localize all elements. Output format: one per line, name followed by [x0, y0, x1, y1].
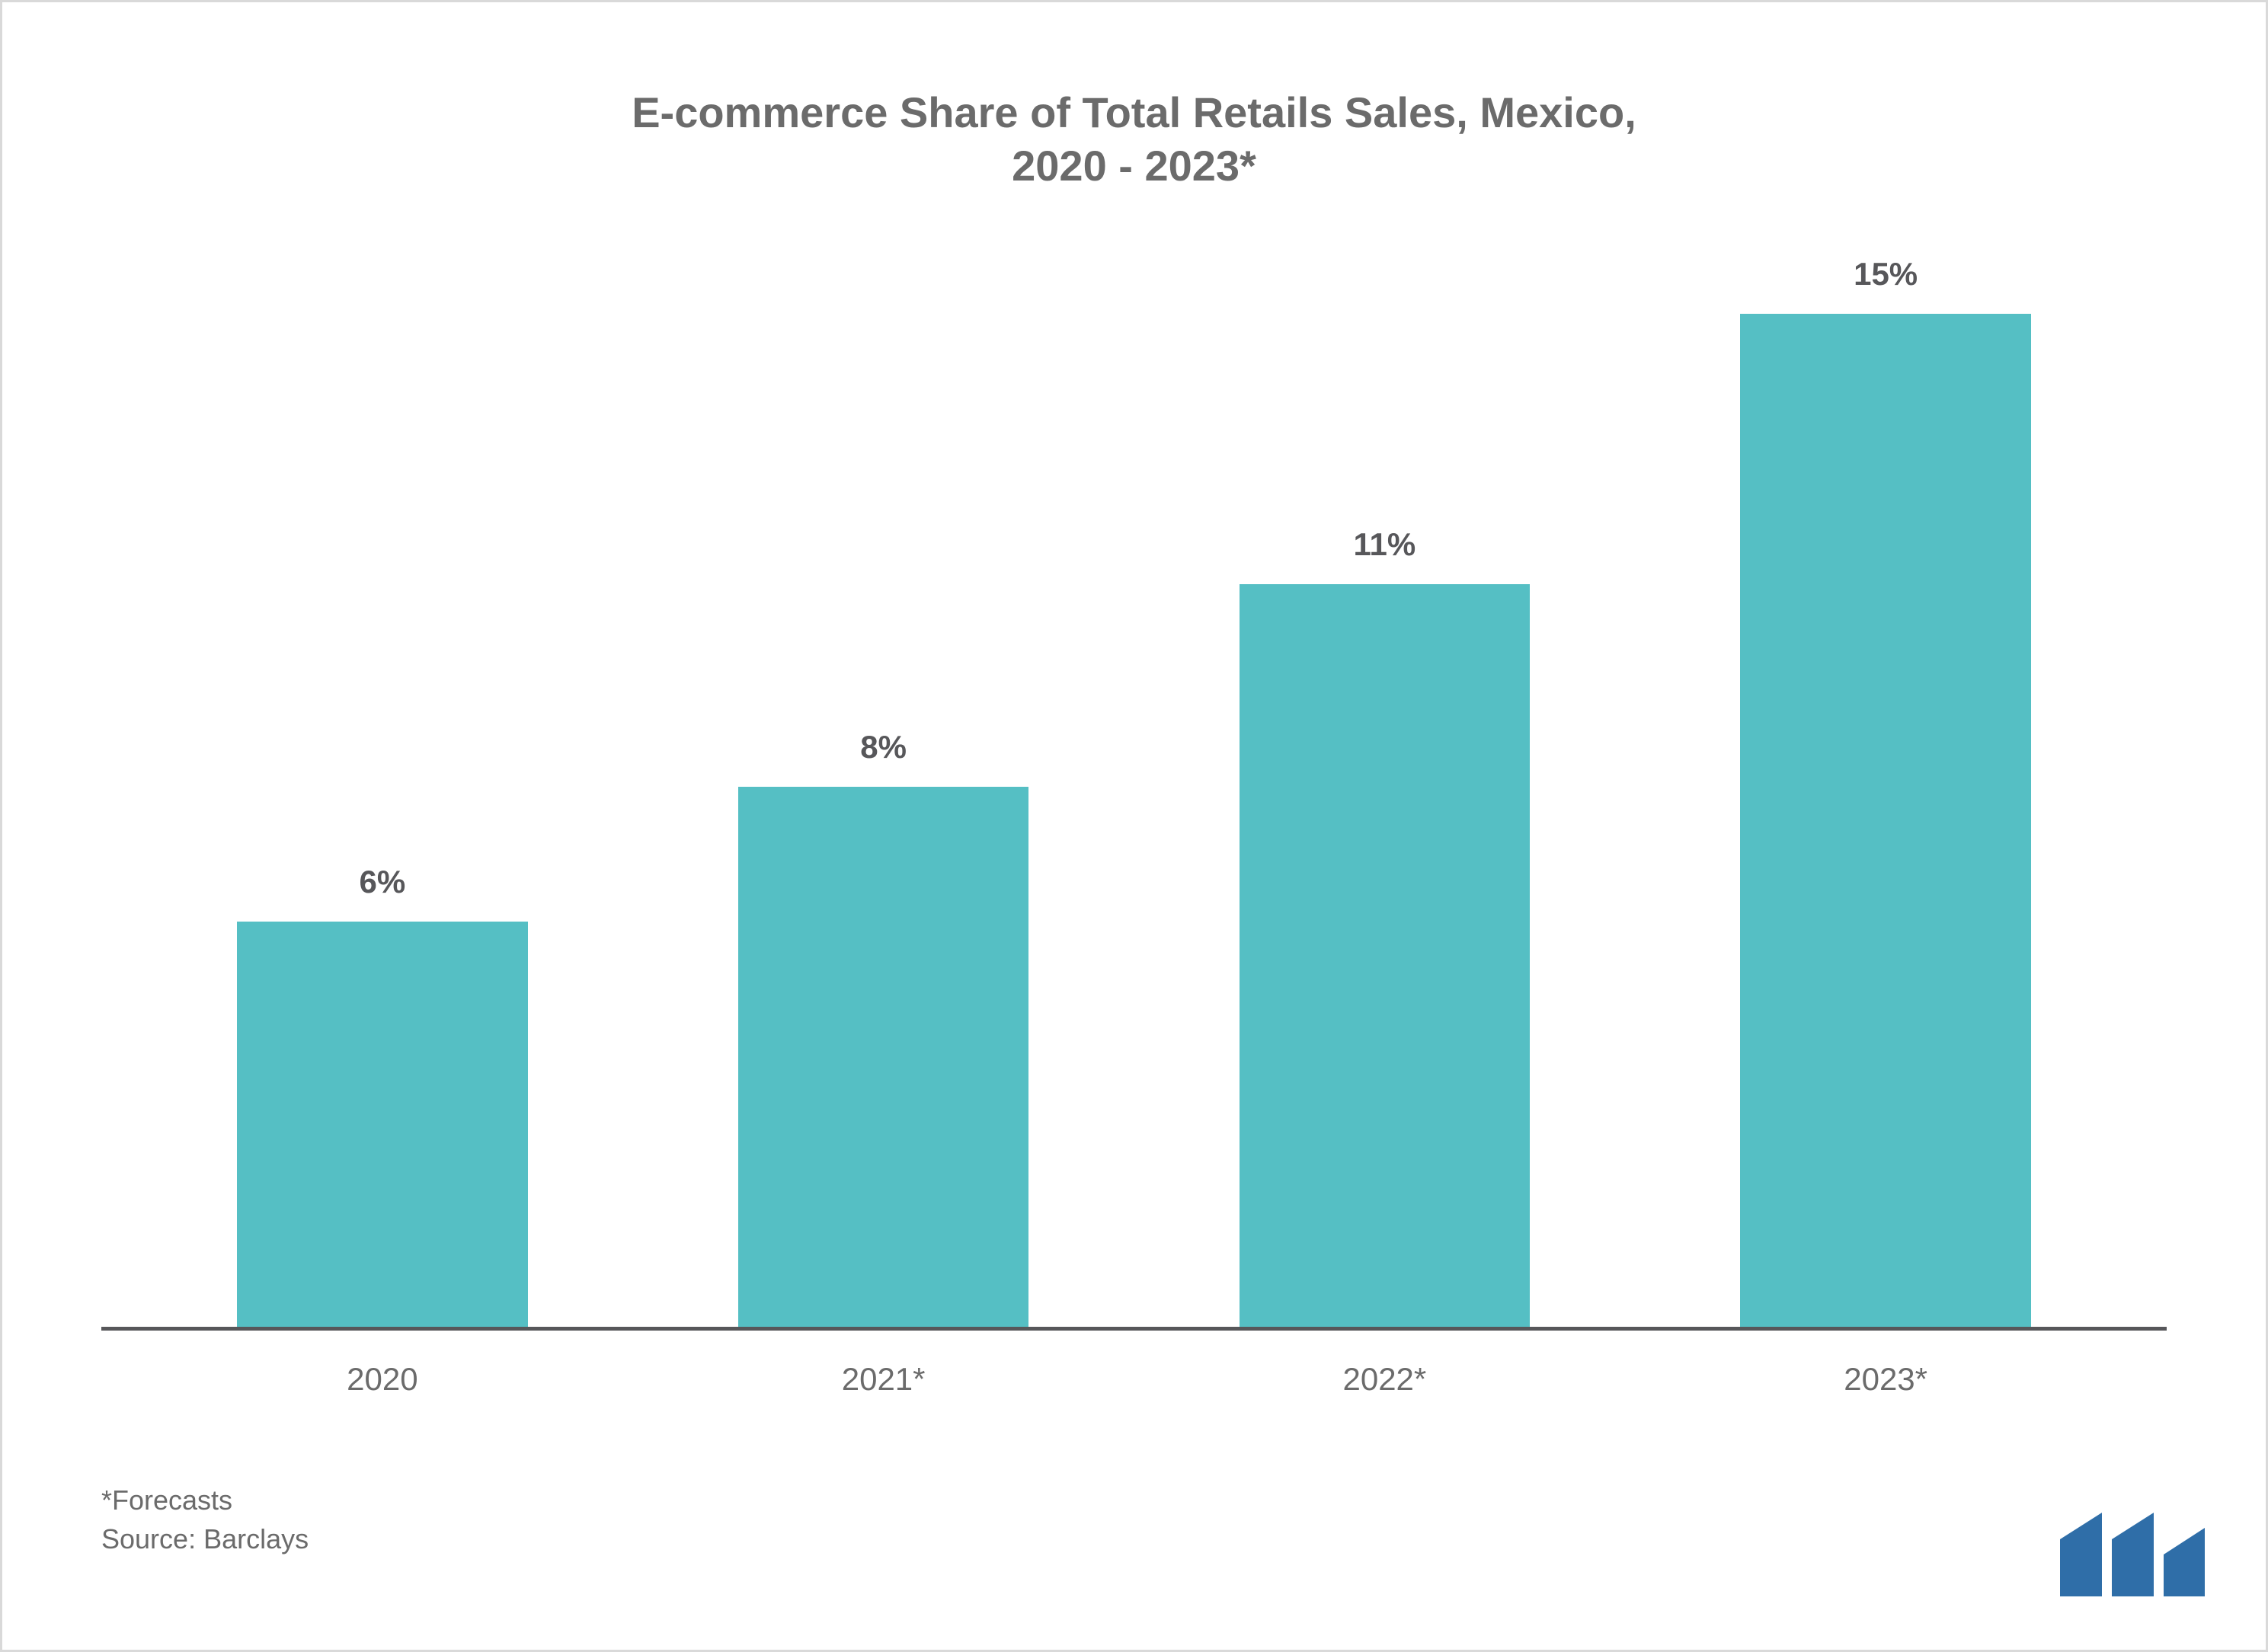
footnote-forecasts: *Forecasts: [101, 1481, 2167, 1519]
bar: [1240, 584, 1530, 1328]
x-axis: 20202021*2022*2023*: [101, 1331, 2167, 1398]
bar-column: 8%: [633, 246, 1134, 1327]
chart-title: E-commerce Share of Total Retails Sales,…: [101, 86, 2167, 193]
bar-column: 15%: [1635, 246, 2136, 1327]
chart-footer: *Forecasts Source: Barclays: [101, 1481, 2167, 1558]
footnote-source: Source: Barclays: [101, 1520, 2167, 1558]
chart-title-line2: 2020 - 2023*: [101, 139, 2167, 193]
x-axis-label: 2020: [132, 1361, 633, 1398]
bar: [738, 787, 1028, 1328]
plot-area: 6% 8% 11% 15% 20202021*2022*2023*: [101, 246, 2167, 1398]
chart-frame: E-commerce Share of Total Retails Sales,…: [0, 0, 2268, 1652]
bar-column: 6%: [132, 246, 633, 1327]
bar-column: 11%: [1134, 246, 1636, 1327]
brand-logo: [2060, 1513, 2205, 1596]
bar: [237, 922, 527, 1327]
bar-value-label: 15%: [1854, 256, 1918, 292]
chart-title-line1: E-commerce Share of Total Retails Sales,…: [101, 86, 2167, 139]
bar-value-label: 8%: [860, 729, 907, 765]
bar: [1740, 314, 2030, 1328]
bar-value-label: 6%: [360, 864, 406, 900]
bar-plot: 6% 8% 11% 15%: [101, 246, 2167, 1331]
bar-value-label: 11%: [1354, 526, 1416, 563]
x-axis-label: 2022*: [1134, 1361, 1636, 1398]
x-axis-label: 2021*: [633, 1361, 1134, 1398]
x-axis-label: 2023*: [1635, 1361, 2136, 1398]
